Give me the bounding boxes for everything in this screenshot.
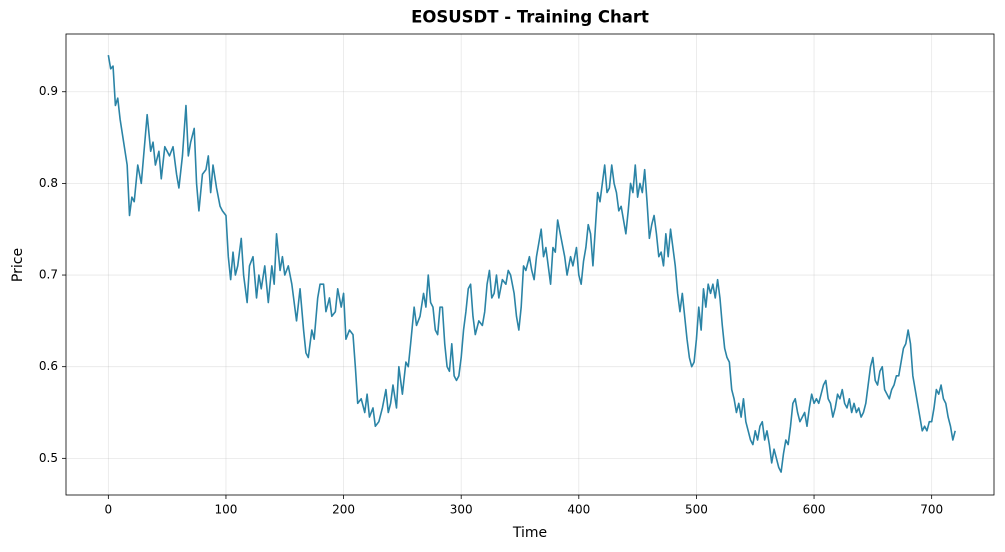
plot-frame: [65, 33, 995, 496]
y-tick-label: 0.7: [39, 268, 58, 282]
y-tick-label: 0.9: [39, 84, 58, 98]
y-axis-label: Price: [10, 248, 26, 282]
x-tick-label: 700: [920, 503, 943, 517]
y-tick-label: 0.5: [39, 451, 58, 465]
x-axis-label: Time: [512, 525, 547, 541]
y-tick-label: 0.8: [39, 176, 58, 190]
chart-title: EOSUSDT - Training Chart: [411, 8, 649, 27]
y-tick-label: 0.6: [39, 359, 58, 373]
price-line: [107, 54, 956, 473]
x-tick-label: 0: [105, 503, 113, 517]
x-tick-label: 500: [685, 503, 708, 517]
x-tick-label: 300: [450, 503, 473, 517]
x-tick-label: 100: [215, 503, 238, 517]
x-tick-label: 200: [332, 503, 355, 517]
x-tick-label: 400: [567, 503, 590, 517]
x-tick-label: 600: [803, 503, 826, 517]
